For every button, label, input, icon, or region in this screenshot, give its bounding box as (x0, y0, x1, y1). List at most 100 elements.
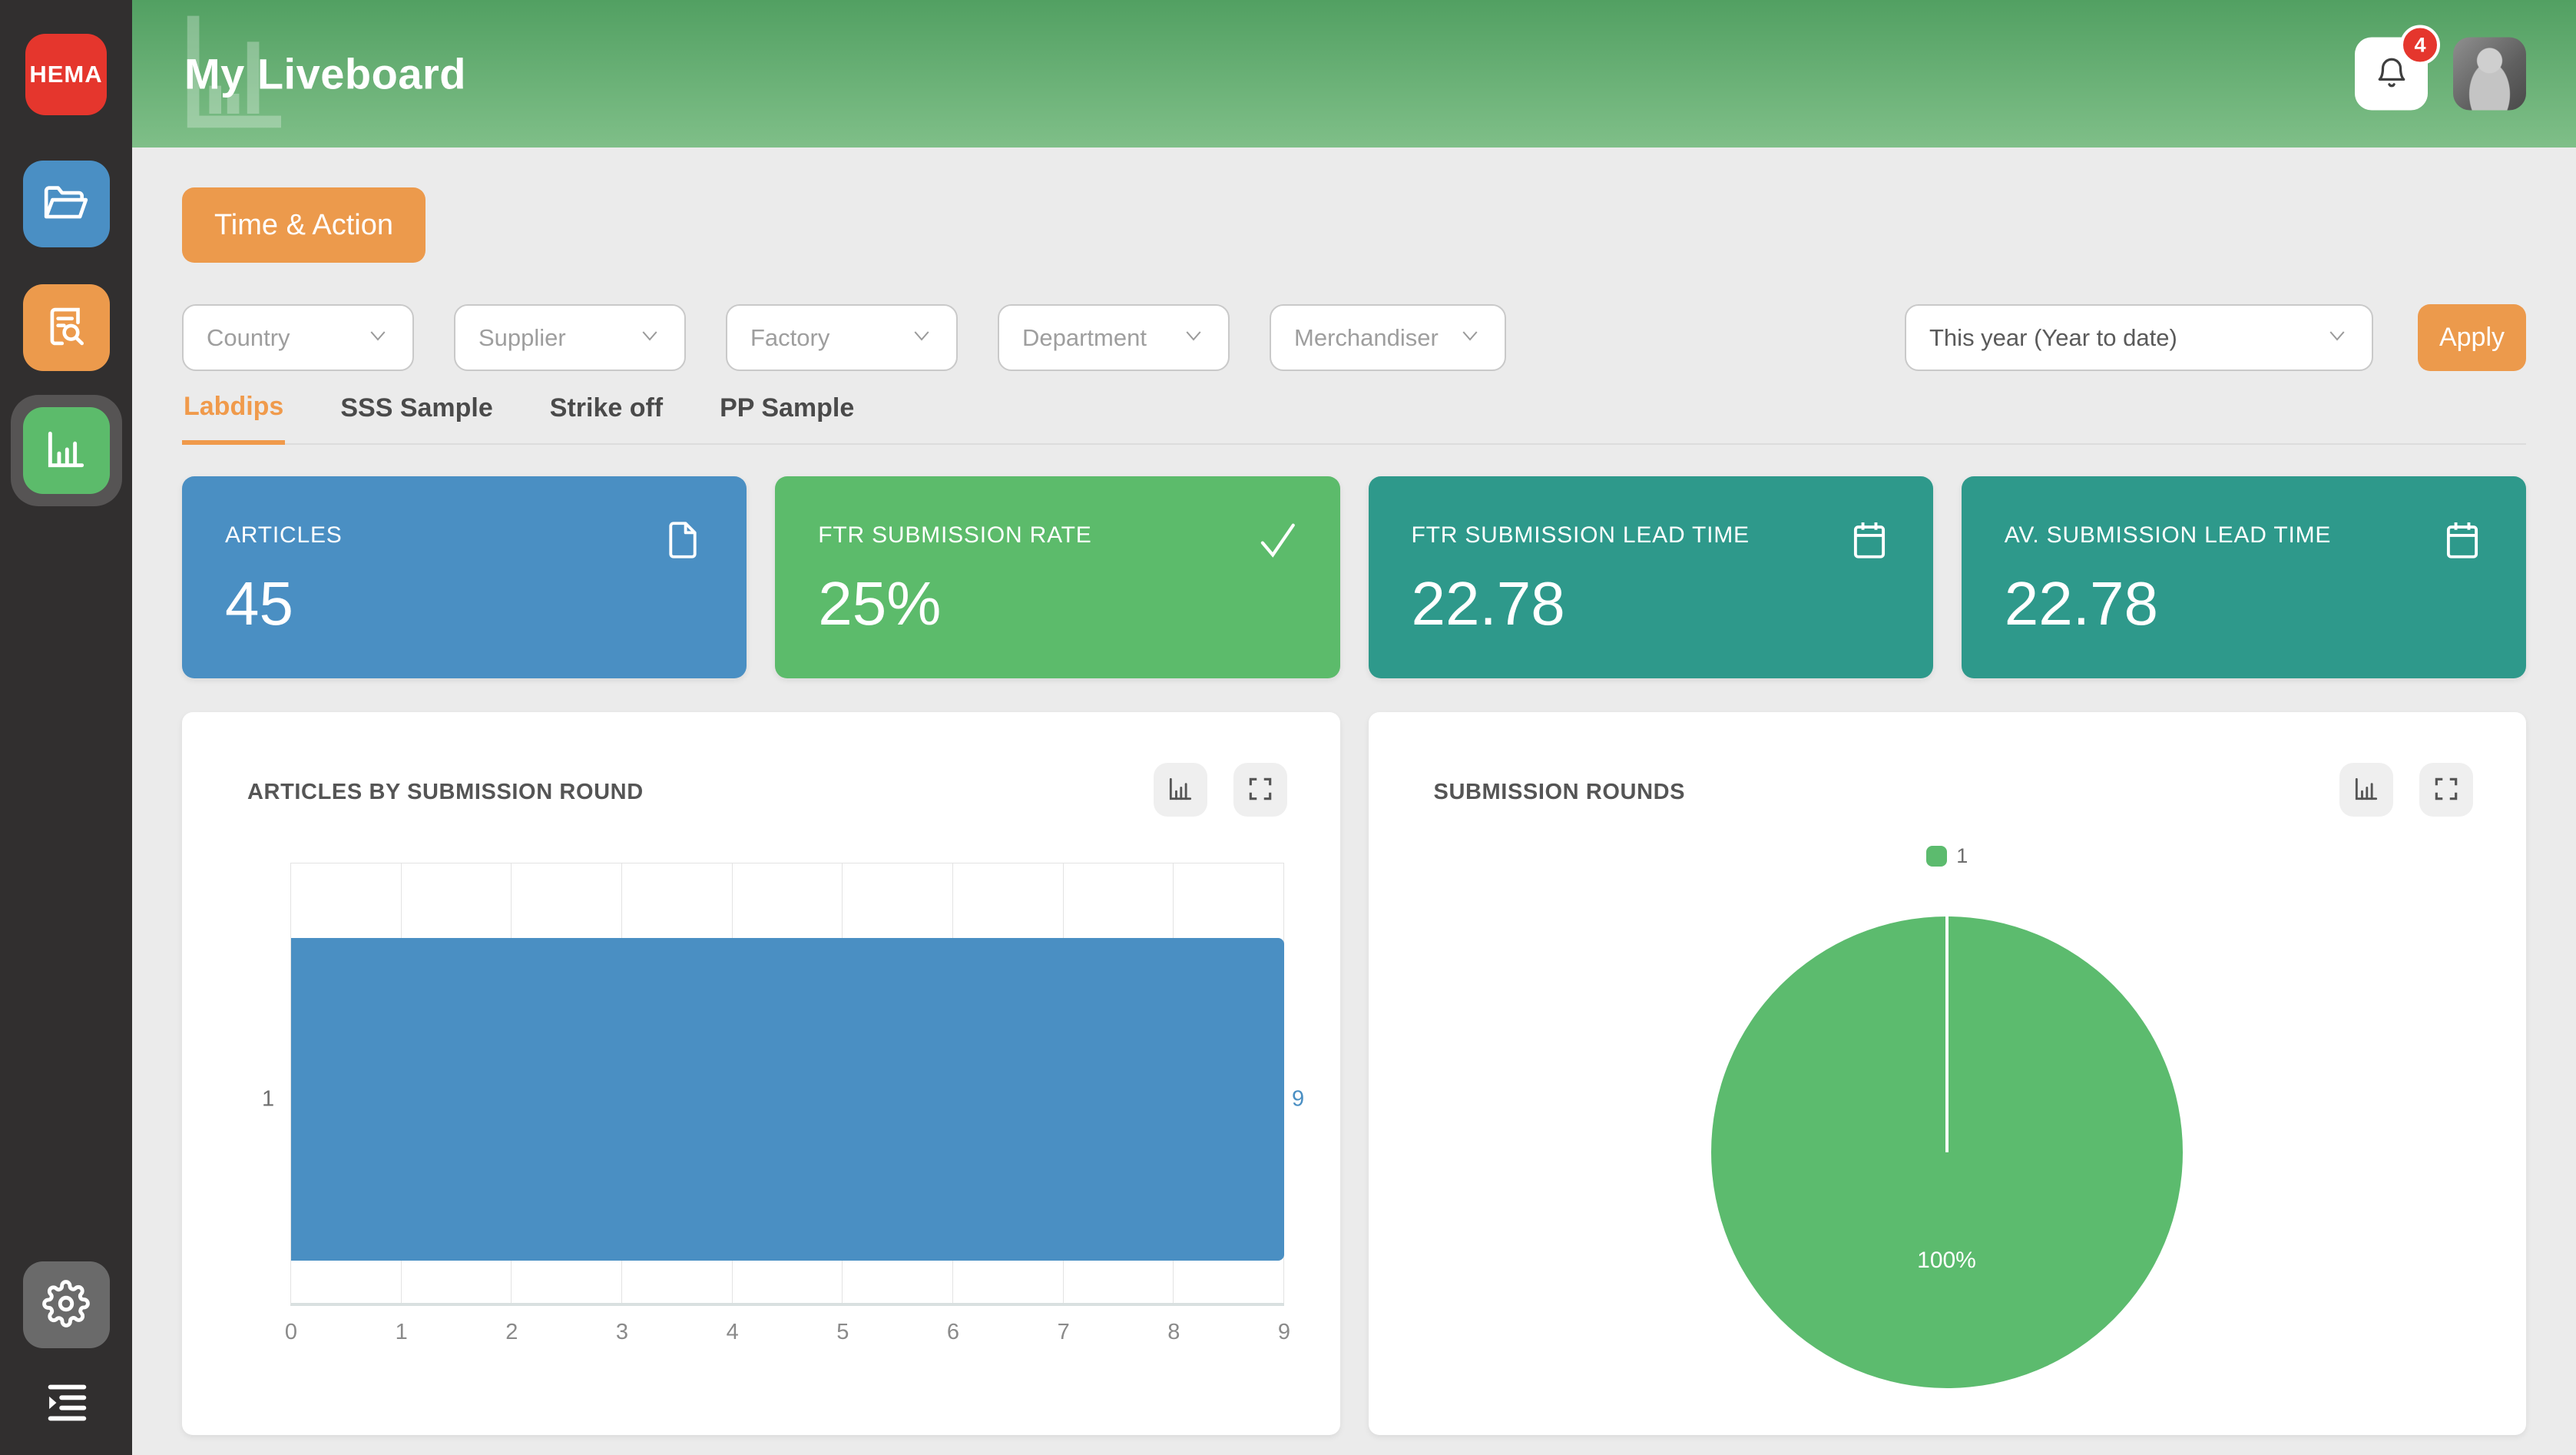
document-search-icon (42, 303, 90, 353)
calendar-icon (2440, 518, 2485, 562)
x-tick: 7 (1057, 1320, 1070, 1344)
fullscreen-button[interactable] (2419, 763, 2473, 817)
gear-icon (42, 1280, 90, 1330)
kpi-card-ftr-submission-lead-time: FTR SUBMISSION LEAD TIME 22.78 (1368, 476, 1933, 678)
pie-percent-label: 100% (1917, 1248, 1976, 1274)
content: Time & Action Country Supplier Factory D… (132, 147, 2576, 1455)
chevron-down-icon (638, 324, 661, 351)
fullscreen-button[interactable] (1233, 763, 1287, 817)
brand-logo-text: HEMA (29, 61, 103, 88)
supplier-dropdown[interactable]: Supplier (454, 304, 686, 371)
brand-logo[interactable]: HEMA (25, 34, 107, 115)
top-header: My Liveboard 4 (132, 0, 2576, 147)
bar-chart-icon (1166, 774, 1195, 806)
x-tick: 5 (836, 1320, 849, 1344)
sidebar-item-document-search[interactable] (22, 284, 110, 371)
x-tick: 3 (615, 1320, 629, 1344)
kpi-card-ftr-submission-rate: FTR SUBMISSION RATE 25% (775, 476, 1340, 678)
kpi-label: FTR SUBMISSION RATE (818, 522, 1092, 548)
bar-series-1[interactable] (291, 938, 1284, 1261)
kpi-value: 45 (225, 569, 293, 638)
check-icon (1254, 518, 1299, 562)
tab-labdips[interactable]: Labdips (182, 392, 286, 445)
kpi-value: 22.78 (2004, 569, 2158, 638)
date-range-dropdown[interactable]: This year (Year to date) (1905, 304, 2373, 371)
page-title: My Liveboard (184, 49, 466, 98)
sidebar: HEMA (0, 0, 132, 1455)
chevron-down-icon (910, 324, 933, 351)
bell-icon (2374, 55, 2409, 93)
file-icon (661, 518, 705, 562)
bar-chart-icon (42, 426, 90, 476)
watermark-chart-icon (161, 14, 287, 138)
country-dropdown[interactable]: Country (182, 304, 414, 371)
kpi-card-articles: ARTICLES 45 (182, 476, 747, 678)
bar-value-label: 9 (1292, 1086, 1305, 1112)
bar-chart-icon (2352, 774, 2381, 806)
chart-title: ARTICLES BY SUBMISSION ROUND (247, 780, 644, 804)
notification-badge: 4 (2400, 25, 2440, 65)
chevron-down-icon (1459, 324, 1482, 351)
tab-strike-off[interactable]: Strike off (548, 392, 664, 443)
main-area: My Liveboard 4 Time & Action (132, 0, 2576, 1455)
legend-label: 1 (1956, 844, 1968, 867)
x-tick: 9 (1277, 1320, 1291, 1344)
y-axis-category-label: 1 (262, 1086, 275, 1112)
filter-row: Country Supplier Factory Department Merc… (182, 304, 2526, 371)
legend-swatch (1926, 846, 1948, 867)
apply-button[interactable]: Apply (2418, 304, 2526, 371)
factory-dropdown-label: Factory (750, 323, 830, 351)
sample-tabs: Labdips SSS Sample Strike off PP Sample (182, 392, 2526, 445)
date-range-value: This year (Year to date) (1929, 323, 2177, 351)
bar-chart-plot: 9 1 0 1 2 3 4 5 6 7 8 9 (262, 863, 1304, 1344)
chevron-down-icon (2326, 324, 2349, 351)
x-tick: 8 (1167, 1320, 1180, 1344)
x-tick: 0 (284, 1320, 298, 1344)
apply-button-label: Apply (2439, 323, 2505, 352)
tab-sss-sample[interactable]: SSS Sample (339, 392, 494, 443)
sidebar-active-indicator (10, 395, 122, 506)
sidebar-item-menu-toggle[interactable] (23, 1376, 110, 1431)
submission-rounds-card: SUBMISSION ROUNDS (1368, 712, 2527, 1435)
chart-type-button[interactable] (2339, 763, 2393, 817)
department-dropdown-label: Department (1022, 323, 1147, 351)
kpi-label: ARTICLES (225, 522, 343, 548)
calendar-icon (1847, 518, 1892, 562)
kpi-value: 22.78 (1411, 569, 1565, 638)
folder-open-icon (42, 179, 90, 229)
kpi-label: FTR SUBMISSION LEAD TIME (1411, 522, 1750, 548)
chevron-down-icon (366, 324, 389, 351)
supplier-dropdown-label: Supplier (478, 323, 566, 351)
charts-row: ARTICLES BY SUBMISSION ROUND (182, 712, 2526, 1435)
department-dropdown[interactable]: Department (998, 304, 1230, 371)
articles-by-submission-round-card: ARTICLES BY SUBMISSION ROUND (182, 712, 1340, 1435)
country-dropdown-label: Country (207, 323, 290, 351)
pie-slice-1[interactable]: 100% (1710, 916, 2183, 1388)
factory-dropdown[interactable]: Factory (726, 304, 958, 371)
x-axis-ticks: 0 1 2 3 4 5 6 7 8 9 (285, 1320, 1290, 1351)
x-tick: 1 (395, 1320, 408, 1344)
menu-unfold-icon (39, 1376, 93, 1432)
chart-type-button[interactable] (1153, 763, 1207, 817)
sidebar-item-dashboard[interactable] (22, 407, 110, 494)
fullscreen-icon (2432, 774, 2461, 806)
user-avatar[interactable] (2453, 37, 2526, 111)
x-tick: 4 (726, 1320, 739, 1344)
sidebar-item-settings[interactable] (22, 1261, 110, 1348)
header-controls: 4 (2355, 25, 2526, 111)
sidebar-item-projects[interactable] (22, 161, 110, 247)
tab-pp-sample[interactable]: PP Sample (718, 392, 856, 443)
pie-slice-divider (1945, 916, 1949, 1152)
time-action-button[interactable]: Time & Action (182, 187, 426, 263)
merchandiser-dropdown-label: Merchandiser (1294, 323, 1439, 351)
x-tick: 6 (946, 1320, 960, 1344)
notifications-button[interactable]: 4 (2355, 25, 2440, 111)
chart-toolbar (1153, 763, 1287, 817)
kpi-row: ARTICLES 45 FTR SUBMISSION RATE 25% (182, 476, 2526, 678)
time-action-label: Time & Action (214, 208, 394, 241)
kpi-value: 25% (818, 569, 942, 638)
merchandiser-dropdown[interactable]: Merchandiser (1270, 304, 1506, 371)
kpi-card-av-submission-lead-time: AV. SUBMISSION LEAD TIME 22.78 (1961, 476, 2526, 678)
chart-toolbar (2339, 763, 2473, 817)
pie-legend[interactable]: 1 (1369, 844, 2527, 868)
